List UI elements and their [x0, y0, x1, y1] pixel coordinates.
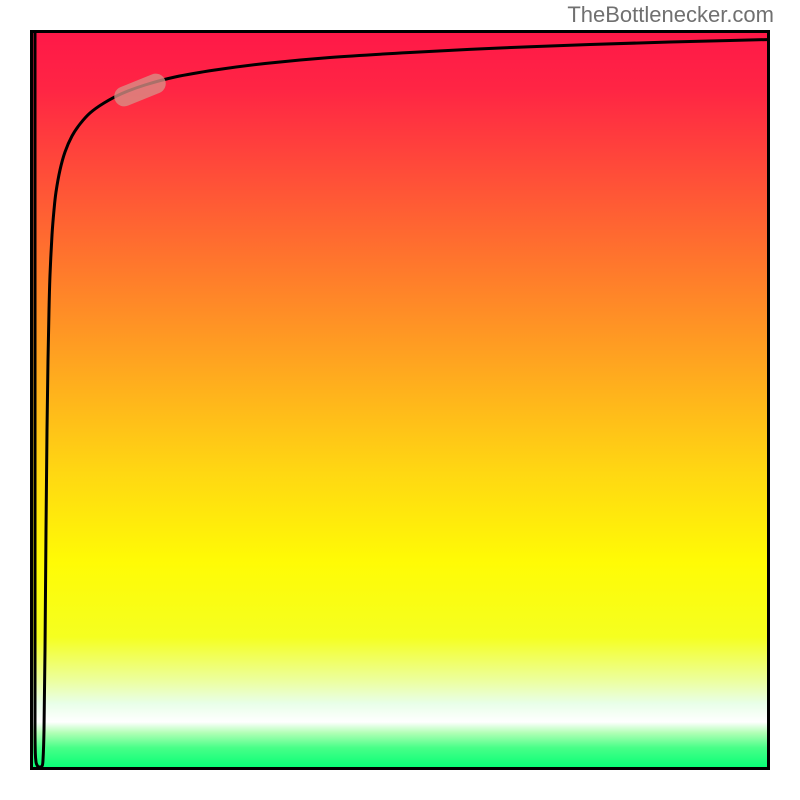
chart-root: TheBottlenecker.com — [0, 0, 800, 800]
plot-border — [30, 30, 770, 770]
attribution-text: TheBottlenecker.com — [567, 2, 774, 28]
plot-area — [30, 30, 770, 770]
